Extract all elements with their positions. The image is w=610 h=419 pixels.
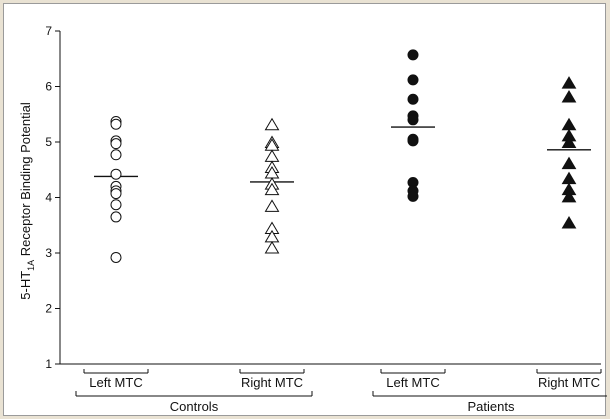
filled-circle-point bbox=[407, 135, 419, 147]
y-axis: 1 2 3 4 5 6 7 bbox=[45, 24, 601, 371]
open-circle-point bbox=[110, 211, 122, 223]
open-circle-point bbox=[110, 251, 122, 263]
y-tick-label: 2 bbox=[45, 302, 52, 316]
filled-triangle-point bbox=[561, 117, 577, 131]
group-label: Patients bbox=[468, 399, 515, 414]
y-tick-label: 3 bbox=[45, 246, 52, 260]
y-tick-label: 5 bbox=[45, 135, 52, 149]
y-tick-label: 4 bbox=[45, 191, 52, 205]
filled-triangle-point bbox=[561, 76, 577, 89]
mean-lines bbox=[94, 126, 591, 183]
open-triangle-point bbox=[264, 240, 280, 254]
filled-circle-point bbox=[407, 190, 419, 202]
y-tick-label: 6 bbox=[45, 80, 52, 94]
filled-circle-point bbox=[407, 114, 419, 126]
filled-triangle-point bbox=[561, 156, 577, 170]
filled-circle-point bbox=[407, 49, 419, 61]
open-triangle-point bbox=[264, 117, 280, 131]
open-circle-point bbox=[110, 138, 122, 150]
scatter-chart: 1 2 3 4 5 6 7 Left MTC Right MTC Left MTC Right M… bbox=[18, 24, 607, 414]
filled-circle-point bbox=[407, 74, 419, 86]
data-points bbox=[110, 49, 577, 263]
category-label: Right MTC bbox=[241, 375, 303, 390]
open-circle-point bbox=[110, 188, 122, 200]
filled-triangle-point bbox=[561, 189, 577, 203]
open-triangle-point bbox=[264, 149, 280, 162]
y-tick-label: 1 bbox=[45, 357, 52, 371]
filled-circle-point bbox=[407, 93, 419, 105]
y-axis-label: 5-HT1A Receptor Binding Potential bbox=[18, 102, 36, 300]
open-triangle-point bbox=[264, 182, 280, 196]
open-circle-point bbox=[110, 168, 122, 180]
category-label: Right MTC bbox=[538, 375, 600, 390]
open-triangle-point bbox=[264, 199, 280, 212]
x-axis: Left MTC Right MTC Left MTC Right MTC Contro… bbox=[75, 369, 607, 414]
group-label: Controls bbox=[170, 399, 219, 414]
open-circle-point bbox=[110, 149, 122, 161]
filled-triangle-point bbox=[561, 171, 577, 185]
filled-triangle-point bbox=[561, 90, 577, 103]
filled-triangle-point bbox=[561, 135, 577, 148]
y-tick-label: 7 bbox=[45, 24, 52, 38]
category-label: Left MTC bbox=[386, 375, 439, 390]
open-circle-point bbox=[110, 118, 122, 130]
open-circle-point bbox=[110, 199, 122, 211]
filled-triangle-point bbox=[561, 215, 577, 229]
chart-frame: 1 2 3 4 5 6 7 Left MTC Right MTC Left MTC Right M… bbox=[3, 3, 607, 416]
category-label: Left MTC bbox=[89, 375, 142, 390]
